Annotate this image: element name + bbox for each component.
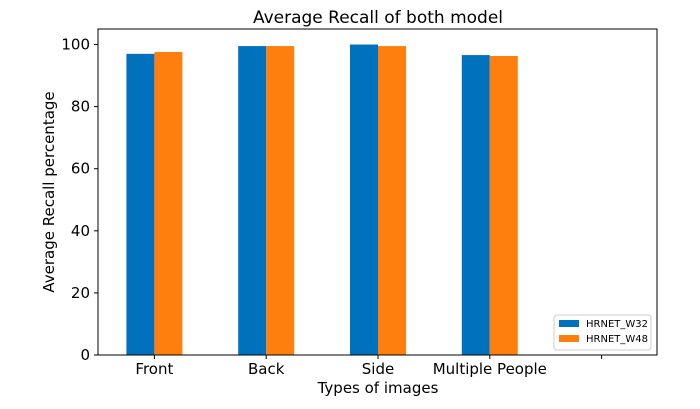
- bar-hrnet-w48-front: [154, 51, 183, 355]
- bar-hrnet-w32-side: [350, 44, 378, 356]
- y-tick-label: 0: [80, 346, 90, 364]
- bar-hrnet-w32-multiple-people: [461, 55, 490, 355]
- legend: HRNET_W32 HRNET_W48: [553, 314, 652, 351]
- legend-swatch: [559, 320, 579, 327]
- legend-label: HRNET_W32: [586, 319, 648, 330]
- x-axis: Front Back Side Multiple People: [135, 355, 603, 378]
- legend-label: HRNET_W48: [586, 334, 648, 345]
- x-axis-label: Types of images: [317, 379, 439, 397]
- x-tick-label: Side: [362, 360, 394, 378]
- bar-hrnet-w48-back: [266, 46, 295, 355]
- x-tick-label: Front: [135, 360, 173, 378]
- y-axis-label: Average Recall percentage: [40, 91, 58, 292]
- bar-hrnet-w32-front: [126, 53, 155, 355]
- x-tick-label: Multiple People: [433, 360, 547, 378]
- y-tick-label: 20: [71, 284, 90, 302]
- y-tick-label: 40: [71, 222, 90, 240]
- x-tick-label: Back: [248, 360, 285, 378]
- y-tick-label: 80: [71, 98, 90, 116]
- bar-hrnet-w32-back: [238, 46, 267, 355]
- chart-title: Average Recall of both model: [253, 8, 503, 28]
- plot-frame: [97, 28, 658, 356]
- bar-hrnet-w48-side: [378, 46, 406, 355]
- legend-swatch: [559, 335, 579, 342]
- bars-group: [126, 44, 518, 356]
- y-tick-label: 60: [71, 160, 90, 178]
- bar-hrnet-w48-multiple-people: [489, 56, 518, 356]
- y-tick-label: 100: [61, 36, 90, 54]
- y-axis: 0 20 40 60 80 100: [61, 36, 98, 364]
